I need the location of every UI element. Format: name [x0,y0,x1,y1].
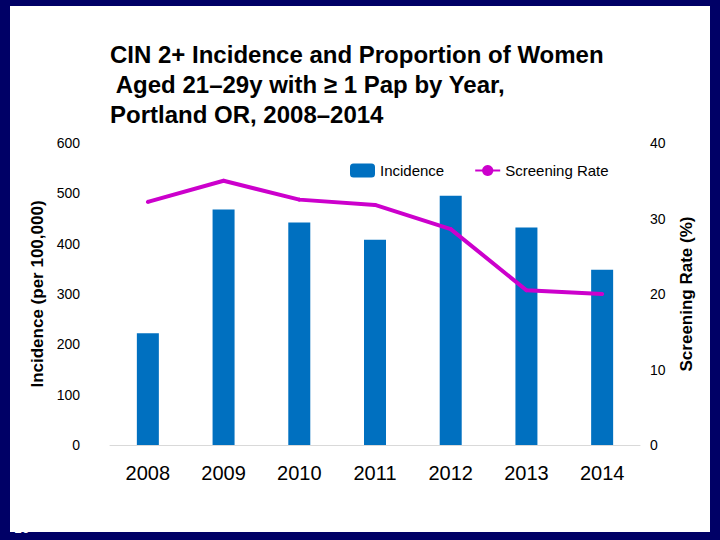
svg-text:500: 500 [57,185,81,201]
svg-text:40: 40 [650,135,666,151]
svg-text:2010: 2010 [277,462,322,484]
svg-text:Screening Rate: Screening Rate [505,162,608,179]
svg-text:600: 600 [57,135,81,151]
svg-text:2011: 2011 [353,462,396,484]
html-text:16: 16 [14,520,30,536]
svg-text:2008: 2008 [126,462,171,484]
svg-text:Screening Rate (%): Screening Rate (%) [677,217,696,372]
svg-text:CIN 2+ Incidence and Proportio: CIN 2+ Incidence and Proportion of Women [110,41,604,68]
svg-text:10: 10 [650,362,666,378]
svg-text:200: 200 [57,336,81,352]
svg-text:300: 300 [57,286,81,302]
svg-text:2009: 2009 [201,462,246,484]
svg-text:2012: 2012 [428,462,473,484]
svg-text:Aged 21–29y with ≥ 1 Pap by Ye: Aged 21–29y with ≥ 1 Pap by Year, [110,71,511,98]
svg-text:Incidence (per 100,000): Incidence (per 100,000) [28,200,47,387]
svg-text:0: 0 [650,437,658,453]
svg-text:2014: 2014 [580,462,625,484]
svg-text:Incidence: Incidence [380,162,444,179]
svg-text:100: 100 [57,387,81,403]
svg-text:Portland OR, 2008–2014: Portland OR, 2008–2014 [110,101,384,128]
svg-text:0: 0 [72,437,80,453]
svg-text:20: 20 [650,286,666,302]
svg-text:2013: 2013 [504,462,549,484]
svg-text:400: 400 [57,236,81,252]
svg-text:30: 30 [650,211,666,227]
